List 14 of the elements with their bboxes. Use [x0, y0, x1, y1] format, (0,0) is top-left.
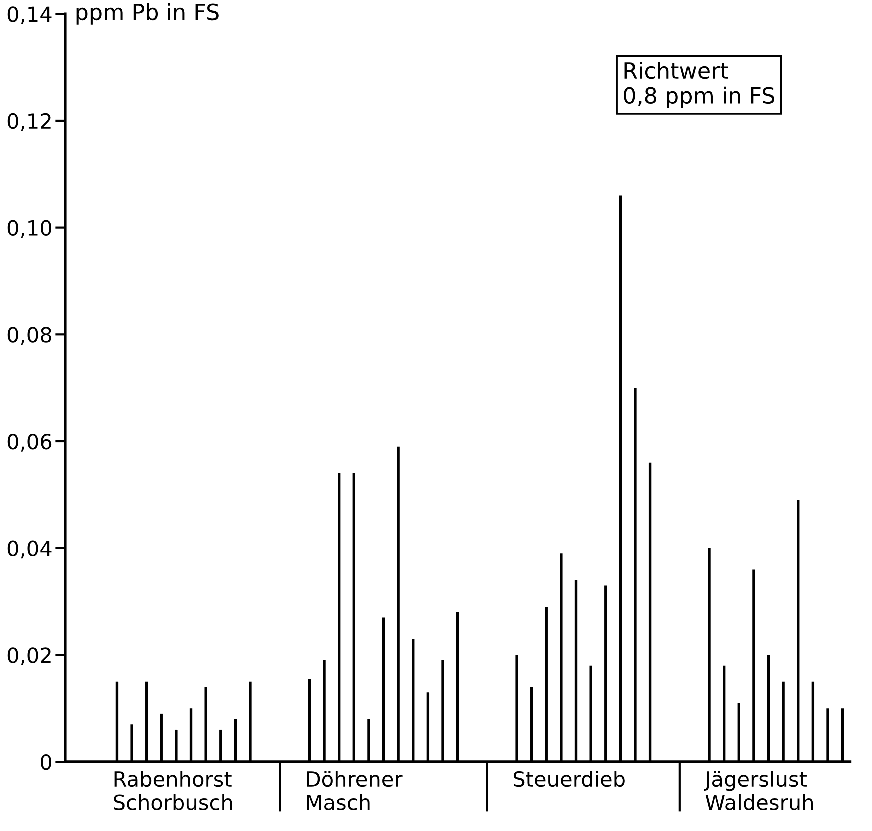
y-tick-label: 0,12 — [8, 113, 51, 132]
y-tick-label: 0,10 — [8, 220, 52, 238]
y-axis-title: ppm Pb in FS — [76, 3, 219, 25]
annotation: Richtwert 0,8 ppm in FS — [624, 62, 775, 108]
y-tick-label: 0,14 — [8, 6, 52, 24]
text: Döhrener Masch — [307, 771, 403, 810]
y-tick-label: 0,08 — [8, 327, 52, 345]
y-tick-label: 0,06 — [8, 434, 52, 452]
y-tick-label: 0,04 — [8, 540, 52, 559]
y-tick-label: 0 — [41, 754, 52, 770]
text: Jägerslust Waldesruh — [704, 771, 814, 810]
y-tick-label: 0,02 — [8, 648, 51, 666]
text: Steuerdieb — [514, 771, 625, 788]
text: Rabenhorst Schorbusch — [114, 771, 232, 810]
